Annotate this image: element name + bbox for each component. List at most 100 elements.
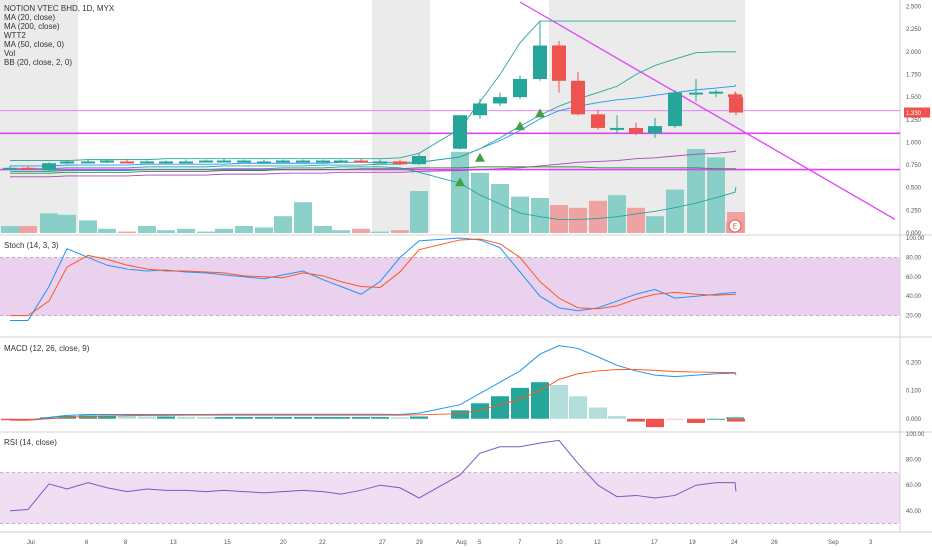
buy-signal-icon	[475, 152, 485, 162]
macd-histogram-bar	[687, 418, 705, 423]
stoch-band	[0, 257, 900, 316]
buy-signal-icon	[535, 108, 545, 118]
stoch-tick-label: 80.00	[906, 255, 922, 261]
candle-body	[276, 160, 290, 163]
volume-bar	[451, 151, 469, 233]
price-tick-label: 0.000	[906, 231, 922, 237]
volume-bar	[569, 207, 587, 233]
volume-bar	[371, 231, 389, 233]
candle-body	[629, 127, 643, 134]
candle-body	[689, 92, 703, 95]
rsi-line	[9, 439, 737, 512]
macd-line	[10, 345, 737, 421]
volume-bar	[19, 226, 37, 233]
candle-body	[140, 161, 154, 164]
volume-bar	[274, 216, 292, 233]
candle-body	[199, 160, 213, 163]
price-tick-label: 0.500	[906, 186, 922, 192]
macd-histogram-bar	[118, 415, 136, 419]
volume-bar	[589, 200, 607, 233]
volume-bar	[627, 207, 645, 233]
macd-label: MACD (12, 26, close, 9)	[4, 344, 90, 353]
volume-bar	[138, 226, 156, 233]
ma20-line	[10, 84, 737, 167]
macd-histogram-bar	[98, 415, 116, 419]
x-tick-label: 20	[280, 540, 287, 546]
macd-histogram-bar	[531, 382, 549, 419]
stoch-k-line	[10, 237, 736, 321]
volume-bar	[294, 202, 312, 233]
volume-bar	[215, 228, 233, 233]
macd-histogram-bar	[215, 417, 233, 419]
macd-histogram-bar	[274, 417, 292, 419]
candle-body	[354, 160, 368, 163]
macd-histogram-bar	[666, 418, 684, 421]
volume-bar	[255, 227, 273, 233]
shaded-zone	[0, 0, 78, 232]
volume-bar	[352, 228, 370, 233]
stoch-tick-label: 100.00	[906, 236, 925, 242]
bb-lower-line	[10, 166, 737, 220]
volume-bar	[471, 172, 489, 233]
candle-body	[334, 160, 348, 163]
volume-bar	[98, 228, 116, 233]
buy-signal-icon	[515, 121, 525, 131]
macd-histogram-bar	[197, 417, 215, 419]
x-tick-label: 22	[319, 540, 326, 546]
macd-tick-label: 0.000	[906, 417, 922, 423]
price-badge-label: 1.330	[906, 111, 922, 117]
x-tick-label: 26	[771, 540, 778, 546]
volume-bar	[1, 226, 19, 233]
x-tick-label: 29	[416, 540, 423, 546]
macd-histogram-bar	[727, 418, 745, 422]
rsi-tick-label: 80.00	[906, 458, 922, 464]
x-tick-label: 13	[170, 540, 177, 546]
candle-body	[3, 167, 17, 170]
macd-histogram-bar	[314, 417, 332, 419]
buy-signal-icon	[455, 177, 465, 187]
volume-bar	[332, 230, 350, 233]
candle-body	[316, 160, 330, 163]
candle-body	[473, 103, 487, 116]
ma200-line	[10, 150, 737, 178]
macd-histogram-bar	[1, 418, 19, 421]
macd-histogram-bar	[235, 417, 253, 419]
macd-histogram-bar	[352, 417, 370, 419]
rsi-tick-label: 100.00	[906, 432, 925, 438]
candle-body	[709, 91, 723, 94]
chart-legend: NOTION VTEC BHD, 1D, MYX MA (20, close) …	[4, 4, 114, 67]
x-tick-label: 19	[689, 540, 696, 546]
stoch-d-line	[10, 238, 736, 317]
macd-histogram-bar	[627, 418, 645, 422]
candle-body	[453, 115, 467, 149]
x-tick-label: 27	[379, 540, 386, 546]
macd-histogram-bar	[371, 417, 389, 419]
candle-body	[120, 161, 134, 164]
trend-line	[519, 1, 896, 220]
macd-histogram-bar	[589, 407, 607, 419]
volume-bar	[40, 213, 58, 233]
macd-histogram-bar	[332, 417, 350, 419]
x-tick-label: 6	[85, 540, 89, 546]
macd-histogram-bar	[511, 387, 529, 419]
candle-body	[571, 80, 585, 115]
price-tick-label: 0.250	[906, 208, 922, 214]
macd-histogram-bar	[646, 418, 664, 428]
candle-body	[393, 161, 407, 165]
macd-histogram-bar	[726, 417, 744, 419]
macd-tick-label: 0.200	[906, 361, 922, 367]
macd-histogram-bar	[138, 416, 156, 419]
price-tick-label: 1.750	[906, 72, 922, 78]
candle-body	[591, 114, 605, 128]
macd-histogram-bar	[294, 417, 312, 419]
price-tick-label: 2.250	[906, 27, 922, 33]
macd-histogram-bar	[491, 396, 509, 419]
volume-bar	[235, 226, 253, 233]
x-tick-label: 5	[478, 540, 482, 546]
candle-body	[81, 161, 95, 164]
rsi-label: RSI (14, close)	[4, 438, 57, 447]
bb-mid-line	[10, 51, 736, 170]
x-tick-label: 17	[651, 540, 658, 546]
candle-body	[296, 160, 310, 163]
